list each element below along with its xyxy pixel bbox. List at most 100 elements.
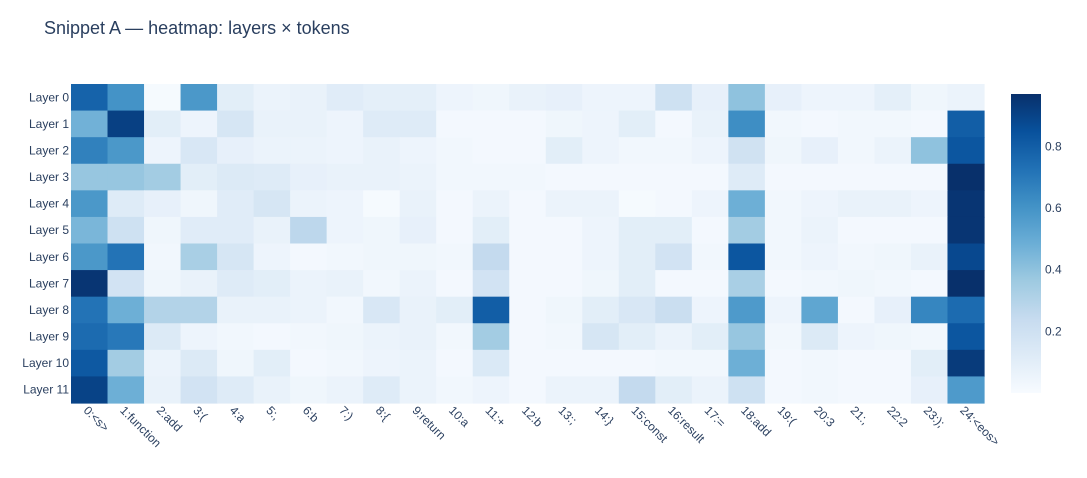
colorbar-tick-label: 0.8 [1045, 139, 1062, 153]
heatmap-cell [764, 323, 802, 351]
heatmap-cell [107, 216, 145, 245]
heatmap-cell [399, 243, 437, 271]
heatmap-cell [764, 376, 802, 404]
heatmap-cell [618, 110, 656, 138]
heatmap-cell [71, 243, 109, 271]
heatmap-cell [472, 376, 510, 404]
y-tick-label: Layer 0 [29, 90, 69, 104]
heatmap-cell [545, 216, 583, 245]
heatmap-cell [618, 84, 656, 112]
heatmap-cell [947, 110, 985, 138]
heatmap-cell [728, 270, 766, 298]
heatmap-cell [582, 323, 620, 351]
heatmap-cell [436, 243, 474, 271]
heatmap-cell [326, 243, 364, 271]
heatmap-cell [910, 216, 949, 245]
heatmap-cell [436, 163, 474, 191]
x-tick-label: 13:; [556, 403, 580, 427]
heatmap-cell [290, 137, 328, 165]
heatmap-cell [180, 243, 218, 271]
heatmap-cell [107, 84, 145, 112]
heatmap-cell [947, 137, 985, 165]
heatmap-cell [253, 270, 291, 298]
heatmap-cell [801, 84, 839, 112]
heatmap-cell [472, 243, 510, 271]
heatmap-cell [618, 216, 656, 245]
heatmap-cell [509, 84, 547, 112]
heatmap-cell [180, 190, 218, 218]
heatmap-cell [290, 376, 328, 404]
heatmap-cell [71, 323, 109, 351]
heatmap-cell [728, 137, 766, 165]
heatmap-cell [618, 163, 656, 191]
heatmap-cell [180, 84, 218, 112]
heatmap-cell [217, 163, 255, 191]
heatmap-cell [764, 137, 802, 165]
heatmap-cell [363, 296, 401, 324]
heatmap-cell [144, 84, 182, 112]
heatmap-cell [509, 110, 547, 138]
heatmap-cell [363, 190, 401, 218]
heatmap-cell [399, 349, 437, 378]
heatmap-cell [801, 243, 839, 271]
heatmap-cell [837, 270, 876, 298]
heatmap-cell [326, 84, 364, 112]
heatmap-cell [253, 190, 291, 218]
heatmap-cell [217, 243, 255, 271]
heatmap-cell [180, 349, 218, 378]
heatmap-cell [545, 323, 583, 351]
heatmap-cell [655, 110, 693, 138]
heatmap-cell [253, 296, 291, 324]
y-tick-label: Layer 4 [29, 197, 69, 211]
heatmap-cell [764, 84, 802, 112]
heatmap-cell [253, 110, 291, 138]
heatmap-cell [618, 376, 656, 404]
heatmap-cell [326, 376, 364, 404]
heatmap-cell [71, 137, 109, 165]
heatmap-cell [947, 296, 985, 324]
heatmap-cell [837, 349, 876, 378]
heatmap-cell [655, 349, 693, 378]
heatmap-cell [655, 376, 693, 404]
heatmap-cell [326, 163, 364, 191]
heatmap-cell [399, 84, 437, 112]
heatmap-cell [582, 243, 620, 271]
heatmap-cell [910, 243, 949, 271]
heatmap-cell [728, 296, 766, 324]
heatmap-cell [290, 323, 328, 351]
heatmap-cell [874, 376, 912, 404]
heatmap-cell [253, 323, 291, 351]
y-tick-label: Layer 2 [29, 143, 69, 157]
heatmap-cell [180, 296, 218, 324]
heatmap-cell [436, 190, 474, 218]
heatmap-cell [874, 190, 912, 218]
heatmap-cell [691, 270, 729, 298]
heatmap-cell [290, 84, 328, 112]
heatmap-cell [728, 110, 766, 138]
heatmap-cell [728, 84, 766, 112]
heatmap-cell [436, 137, 474, 165]
heatmap-cell [618, 349, 656, 378]
heatmap-cell [837, 110, 876, 138]
heatmap-cell [618, 323, 656, 351]
heatmap-cell [764, 270, 802, 298]
heatmap-cell [399, 110, 437, 138]
heatmap-cell [618, 243, 656, 271]
heatmap-cell [107, 349, 145, 378]
heatmap-cell [837, 190, 876, 218]
heatmap-cell [764, 216, 802, 245]
heatmap-cell [180, 376, 218, 404]
colorbar [1011, 94, 1041, 393]
heatmap-cell [728, 190, 766, 218]
heatmap-cell [253, 216, 291, 245]
x-tick-label: 17:= [702, 403, 729, 430]
heatmap-cell [618, 190, 656, 218]
heatmap-cell [837, 216, 876, 245]
heatmap-cell [545, 84, 583, 112]
heatmap-cell [801, 137, 839, 165]
heatmap-cell [545, 296, 583, 324]
x-tick-label: 14:} [592, 403, 617, 428]
heatmap-cell [363, 216, 401, 245]
heatmap-cell [655, 216, 693, 245]
heatmap-cell [691, 296, 729, 324]
